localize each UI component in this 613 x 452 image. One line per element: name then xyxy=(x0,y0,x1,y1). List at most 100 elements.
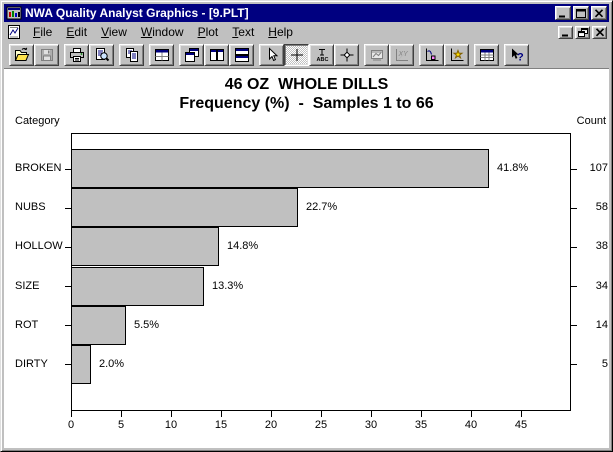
x-axis-tick xyxy=(71,411,72,417)
x-axis-tick xyxy=(171,411,172,417)
x-axis-tick-label: 45 xyxy=(514,419,528,431)
menu-items: File Edit View Window Plot Text Help xyxy=(26,23,557,41)
text-annotation-button[interactable]: ABC xyxy=(309,44,334,66)
category-label: DIRTY xyxy=(15,358,48,370)
print-icon xyxy=(69,47,85,63)
mdi-minimize-button[interactable] xyxy=(558,25,573,39)
mdi-close-icon xyxy=(595,27,605,37)
right-axis-title: Count xyxy=(576,115,606,127)
chart-layer: 41.8% BROKEN 107 22.7% NUBS 58 14.8% HOLLOW 38 13… xyxy=(4,69,609,448)
bar-rot xyxy=(71,306,126,345)
scatter-plot-icon xyxy=(449,47,465,63)
tile-horizontal-button[interactable] xyxy=(229,44,254,66)
title-bar[interactable]: NWA Quality Analyst Graphics - [9.PLT] xyxy=(4,4,609,22)
chart-title: 46 OZ WHOLE DILLS xyxy=(224,76,389,93)
print-preview-button[interactable] xyxy=(89,44,114,66)
zoom-region-button xyxy=(364,44,389,66)
tile-vertical-icon xyxy=(209,47,225,63)
maximize-button[interactable] xyxy=(573,6,589,20)
bar-value-label: 14.8% xyxy=(227,240,259,252)
right-axis-tick xyxy=(571,247,577,248)
svg-text:?: ? xyxy=(517,52,524,64)
plot-document-icon[interactable] xyxy=(6,24,23,40)
menu-item-text[interactable]: Text xyxy=(232,25,255,39)
print-button[interactable] xyxy=(64,44,89,66)
x-axis-tick xyxy=(121,411,122,417)
category-label: NUBS xyxy=(15,201,46,213)
close-button[interactable] xyxy=(591,6,607,20)
point-marker-button[interactable] xyxy=(334,44,359,66)
print-preview-icon xyxy=(94,47,110,63)
count-label: 107 xyxy=(589,162,608,174)
pointer-button[interactable] xyxy=(259,44,284,66)
menu-item-window[interactable]: Window xyxy=(140,25,184,39)
count-label: 34 xyxy=(595,280,608,292)
bar-hollow xyxy=(71,227,219,266)
x-axis-tick-label: 30 xyxy=(364,419,378,431)
x-axis-tick xyxy=(421,411,422,417)
right-axis-tick xyxy=(571,286,577,287)
text-annotation-icon: ABC xyxy=(314,47,330,63)
new-window-button[interactable] xyxy=(149,44,174,66)
left-axis-tick xyxy=(65,364,71,365)
left-axis-tick xyxy=(65,286,71,287)
crosshair-button[interactable] xyxy=(284,44,309,66)
mdi-restore-icon xyxy=(577,27,588,37)
xy-plot-button: XY xyxy=(389,44,414,66)
bar-value-label: 13.3% xyxy=(212,280,244,292)
toolbar: ABC XY? xyxy=(4,42,609,68)
mdi-close-button[interactable] xyxy=(592,25,607,39)
menu-item-view[interactable]: View xyxy=(101,25,127,39)
x-axis-tick xyxy=(371,411,372,417)
category-label: SIZE xyxy=(15,280,40,292)
menu-item-file[interactable]: File xyxy=(33,25,53,39)
right-axis-tick xyxy=(571,325,577,326)
svg-text:ABC: ABC xyxy=(316,57,328,63)
tile-horizontal-icon xyxy=(234,47,250,63)
count-label: 5 xyxy=(601,358,608,370)
mdi-minimize-icon xyxy=(561,28,571,37)
right-axis-tick xyxy=(571,208,577,209)
left-axis-tick xyxy=(65,247,71,248)
menu-item-plot[interactable]: Plot xyxy=(197,25,219,39)
copy-button[interactable] xyxy=(119,44,144,66)
copy-icon xyxy=(124,47,140,63)
right-axis-tick xyxy=(571,169,577,170)
x-axis-tick xyxy=(471,411,472,417)
maximize-icon xyxy=(576,8,586,18)
category-label: HOLLOW xyxy=(15,240,63,252)
tile-vertical-button[interactable] xyxy=(204,44,229,66)
app-icon[interactable] xyxy=(6,5,22,21)
chart-canvas: 46 OZ WHOLE DILLS Frequency (%) - Sample… xyxy=(4,68,609,448)
help-pointer-button[interactable]: ? xyxy=(504,44,529,66)
open-file-button[interactable] xyxy=(9,44,34,66)
mdi-restore-button[interactable] xyxy=(575,25,590,39)
save-button xyxy=(34,44,59,66)
x-axis-tick-label: 0 xyxy=(67,419,75,431)
count-label: 14 xyxy=(595,319,608,331)
x-axis-tick-label: 15 xyxy=(214,419,228,431)
x-axis-tick-label: 5 xyxy=(117,419,125,431)
bar-value-label: 2.0% xyxy=(99,358,125,370)
menu-item-edit[interactable]: Edit xyxy=(66,25,88,39)
minimize-button[interactable] xyxy=(555,6,571,20)
scatter-plot-button[interactable] xyxy=(444,44,469,66)
zoom-region-icon xyxy=(369,47,385,63)
bar-broken xyxy=(71,149,489,188)
data-table-button[interactable] xyxy=(474,44,499,66)
new-window-icon xyxy=(154,47,170,63)
line-plot-button[interactable] xyxy=(419,44,444,66)
bar-value-label: 5.5% xyxy=(134,319,160,331)
menu-item-help[interactable]: Help xyxy=(268,25,293,39)
window-title: NWA Quality Analyst Graphics - [9.PLT] xyxy=(25,6,249,20)
cascade-windows-button[interactable] xyxy=(179,44,204,66)
right-axis-tick xyxy=(571,364,577,365)
help-pointer-icon: ? xyxy=(509,47,525,63)
line-plot-icon xyxy=(424,47,440,63)
x-axis-tick-label: 10 xyxy=(164,419,178,431)
bar-value-label: 41.8% xyxy=(497,162,529,174)
point-marker-icon xyxy=(339,47,355,63)
menu-bar: File Edit View Window Plot Text Help xyxy=(4,22,609,42)
x-axis-tick xyxy=(321,411,322,417)
x-axis-tick-label: 20 xyxy=(264,419,278,431)
